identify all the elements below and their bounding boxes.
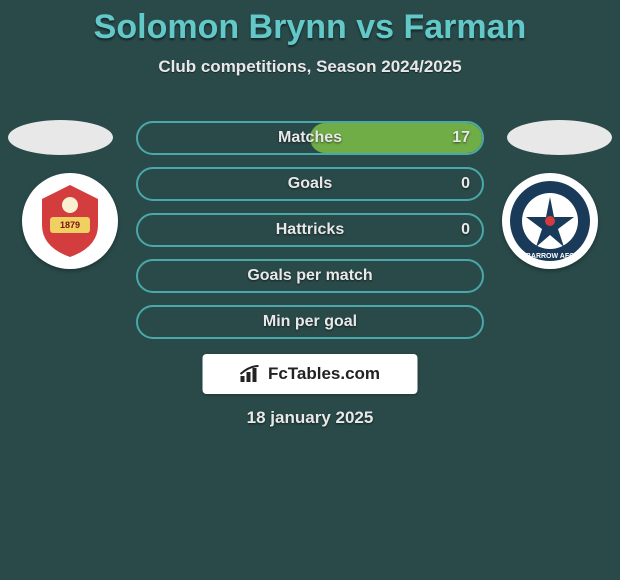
page-title: Solomon Brynn vs Farman bbox=[0, 0, 620, 47]
svg-text:BARROW AFC: BARROW AFC bbox=[526, 253, 574, 260]
stat-row: Min per goal bbox=[136, 305, 484, 339]
stat-rows-container: Matches 17 Goals 0 Hattricks 0 Goals per match… bbox=[136, 121, 484, 351]
stat-value-right: 0 bbox=[461, 221, 470, 239]
stat-value-right: 17 bbox=[452, 129, 470, 147]
brand-logo-box[interactable]: FcTables.com bbox=[203, 354, 418, 394]
stat-row: Goals per match bbox=[136, 259, 484, 293]
player-left-portrait-oval bbox=[8, 120, 113, 155]
stat-value-right: 0 bbox=[461, 175, 470, 193]
bar-chart-icon bbox=[240, 364, 262, 384]
stat-label: Min per goal bbox=[263, 313, 357, 331]
stat-label: Matches bbox=[278, 129, 342, 147]
stat-row: Matches 17 bbox=[136, 121, 484, 155]
player-right-portrait-oval bbox=[507, 120, 612, 155]
date-footer: 18 january 2025 bbox=[0, 408, 620, 428]
svg-text:1879: 1879 bbox=[60, 220, 80, 230]
crest-left-svg: 1879 bbox=[22, 173, 118, 269]
crest-right-svg: BARROW AFC bbox=[502, 173, 598, 269]
stat-row: Hattricks 0 bbox=[136, 213, 484, 247]
player-left-crest: 1879 bbox=[22, 173, 118, 269]
page-subtitle: Club competitions, Season 2024/2025 bbox=[0, 57, 620, 77]
stat-label: Goals bbox=[288, 175, 332, 193]
stat-row: Goals 0 bbox=[136, 167, 484, 201]
stat-label: Hattricks bbox=[276, 221, 344, 239]
brand-text: FcTables.com bbox=[268, 364, 380, 384]
stat-label: Goals per match bbox=[247, 267, 372, 285]
player-right-crest: BARROW AFC bbox=[502, 173, 598, 269]
